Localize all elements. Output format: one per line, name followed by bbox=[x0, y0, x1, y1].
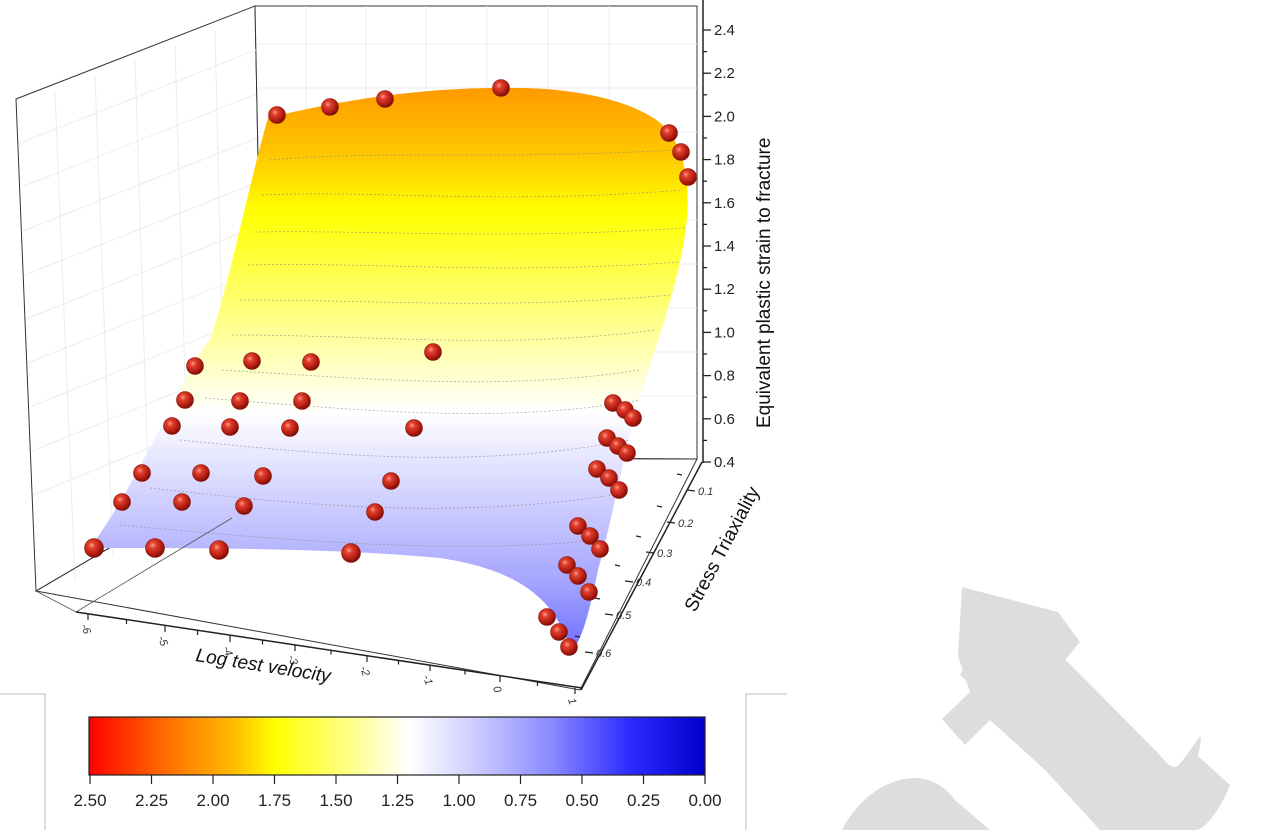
data-point-sphere bbox=[550, 623, 568, 641]
z-tick-label: 1.6 bbox=[714, 195, 735, 212]
data-point-sphere bbox=[221, 418, 239, 436]
z-tick-label: 1.2 bbox=[714, 281, 735, 298]
data-point-sphere bbox=[321, 98, 339, 116]
z-tick-label: 1.8 bbox=[714, 152, 735, 169]
data-point-sphere bbox=[113, 493, 131, 511]
data-point-sphere bbox=[538, 608, 556, 626]
z-tick-label: 1.0 bbox=[714, 324, 735, 341]
x-tick-label: -2 bbox=[357, 665, 372, 678]
data-point-sphere bbox=[243, 352, 261, 370]
data-point-sphere bbox=[382, 472, 400, 490]
data-point-sphere bbox=[424, 343, 442, 361]
data-point-sphere bbox=[624, 409, 642, 427]
colorbar-tick-label: 1.50 bbox=[319, 791, 352, 810]
data-point-sphere bbox=[192, 464, 210, 482]
z-tick-label: 2.4 bbox=[714, 22, 735, 39]
data-point-sphere bbox=[492, 79, 510, 97]
colorbar-tick-label: 2.25 bbox=[135, 791, 168, 810]
data-point-sphere bbox=[84, 538, 104, 558]
y-axis-title: Stress Triaxiality bbox=[681, 483, 765, 615]
data-point-sphere bbox=[231, 392, 249, 410]
data-point-sphere bbox=[366, 503, 384, 521]
colorbar-tick-label: 2.00 bbox=[196, 791, 229, 810]
data-point-sphere bbox=[186, 357, 204, 375]
z-tick-label: 0.8 bbox=[714, 368, 735, 385]
data-point-markers bbox=[84, 79, 697, 656]
data-point-sphere bbox=[209, 540, 229, 560]
data-point-sphere bbox=[672, 143, 690, 161]
data-point-sphere bbox=[569, 567, 587, 585]
y-tick-label: 0.2 bbox=[678, 518, 693, 530]
data-point-sphere bbox=[281, 419, 299, 437]
colorbar bbox=[88, 716, 706, 776]
z-tick-label: 2.0 bbox=[714, 108, 735, 125]
x-axis-title: Log test velocity bbox=[194, 645, 333, 687]
colorbar-tick-label: 1.00 bbox=[442, 791, 475, 810]
data-point-sphere bbox=[679, 168, 697, 186]
y-tick-label: 0.1 bbox=[698, 486, 713, 498]
data-point-sphere bbox=[302, 353, 320, 371]
y-tick-label: 0.5 bbox=[616, 610, 632, 622]
x-tick-label: -1 bbox=[420, 674, 435, 687]
y-tick-label: 0.4 bbox=[636, 577, 651, 589]
y-tick-label: 0.6 bbox=[596, 648, 612, 660]
x-tick-label: -4 bbox=[220, 645, 235, 658]
data-point-sphere bbox=[145, 538, 165, 558]
data-point-sphere bbox=[580, 583, 598, 601]
z-tick-label: 1.4 bbox=[714, 238, 735, 255]
z-axis-title: Equivalent plastic strain to fracture bbox=[754, 138, 775, 428]
data-point-sphere bbox=[163, 417, 181, 435]
data-point-sphere bbox=[173, 493, 191, 511]
z-tick-label: 0.4 bbox=[714, 454, 735, 471]
data-point-sphere bbox=[610, 481, 628, 499]
data-point-sphere bbox=[254, 467, 272, 485]
data-point-sphere bbox=[600, 469, 618, 487]
data-point-sphere bbox=[133, 464, 151, 482]
data-point-sphere bbox=[405, 419, 423, 437]
data-point-sphere bbox=[591, 540, 609, 558]
x-tick-label: 1 bbox=[565, 697, 578, 707]
colorbar-panel: 2.50 2.25 2.00 1.75 1.50 1.25 1.00 0.75 0.50 0.25… bbox=[0, 693, 787, 830]
x-tick-label: -5 bbox=[155, 635, 170, 649]
data-point-sphere bbox=[376, 90, 394, 108]
colorbar-tick-label: 1.75 bbox=[258, 791, 291, 810]
z-axis: 0.4 0.6 0.8 1.0 1.2 1.4 1.6 1.8 2.0 2.2 2.4 Equiva… bbox=[702, 0, 775, 471]
colorbar-tick-label: 0.50 bbox=[565, 791, 598, 810]
data-point-sphere bbox=[660, 124, 678, 142]
data-point-sphere bbox=[560, 638, 578, 656]
z-tick-label: 2.2 bbox=[714, 65, 735, 82]
z-tick-label: 0.6 bbox=[714, 411, 735, 428]
data-point-sphere bbox=[581, 527, 599, 545]
data-point-sphere bbox=[618, 444, 636, 462]
data-point-sphere bbox=[341, 543, 361, 563]
watermark-logo bbox=[842, 587, 1230, 830]
colorbar-tick-label: 0.25 bbox=[627, 791, 660, 810]
data-point-sphere bbox=[588, 460, 606, 478]
x-tick-label: -6 bbox=[78, 623, 93, 637]
data-point-sphere bbox=[558, 556, 576, 574]
colorbar-tick-label: 1.25 bbox=[381, 791, 414, 810]
colorbar-tick-label: 2.50 bbox=[73, 791, 106, 810]
colorbar-tick-label: 0.00 bbox=[688, 791, 721, 810]
data-point-sphere bbox=[569, 517, 587, 535]
data-point-sphere bbox=[235, 497, 253, 515]
data-point-sphere bbox=[293, 392, 311, 410]
data-point-sphere bbox=[176, 391, 194, 409]
y-tick-label: 0.3 bbox=[657, 548, 673, 560]
data-point-sphere bbox=[268, 106, 286, 124]
x-tick-label: 0 bbox=[490, 685, 504, 696]
colorbar-tick-label: 0.75 bbox=[504, 791, 537, 810]
